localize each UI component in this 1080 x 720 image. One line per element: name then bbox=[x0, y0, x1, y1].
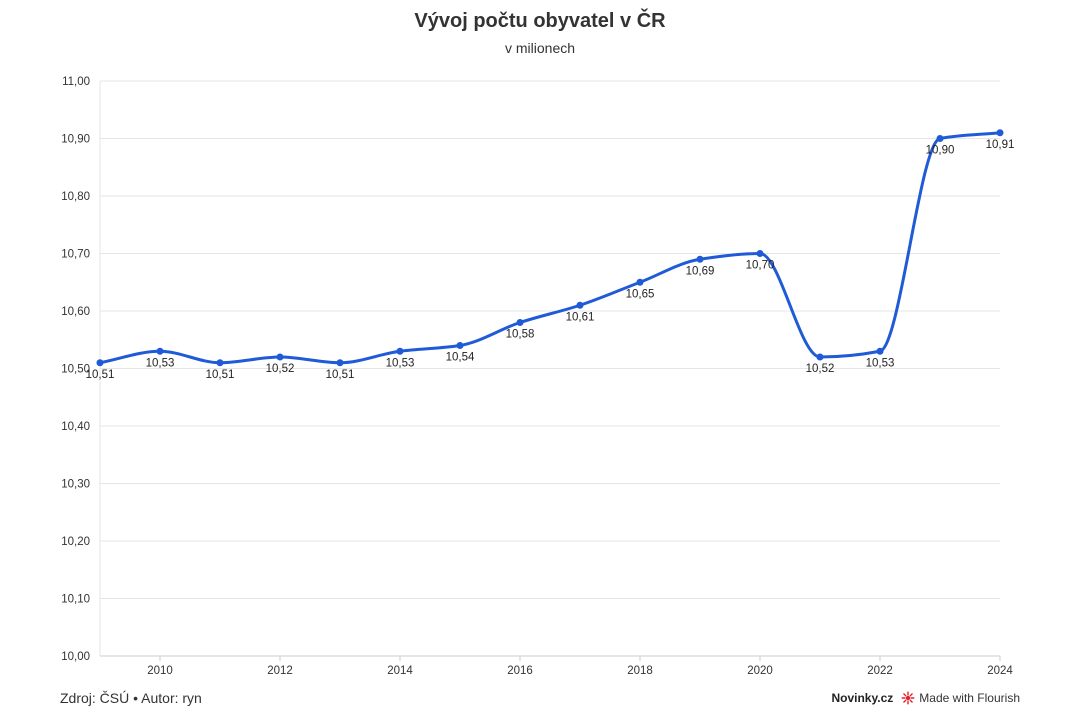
chart-title: Vývoj počtu obyvatel v ČR bbox=[414, 10, 666, 32]
x-tick-label: 2016 bbox=[507, 665, 533, 677]
data-label: 10,53 bbox=[386, 357, 415, 369]
source-credit: Zdroj: ČSÚ • Autor: ryn bbox=[60, 690, 202, 706]
data-label: 10,52 bbox=[266, 363, 295, 375]
data-label: 10,52 bbox=[806, 363, 835, 375]
y-tick-label: 10,10 bbox=[61, 594, 90, 606]
data-point[interactable] bbox=[516, 319, 524, 326]
series-line bbox=[99, 131, 1001, 365]
data-label: 10,53 bbox=[146, 357, 175, 369]
made-with-flourish-link[interactable]: Made with Flourish bbox=[919, 691, 1020, 705]
data-point[interactable] bbox=[876, 347, 884, 355]
data-point[interactable] bbox=[696, 255, 704, 263]
y-tick-label: 10,40 bbox=[61, 421, 90, 433]
series-line-path bbox=[99, 131, 1001, 365]
data-label: 10,65 bbox=[626, 288, 655, 300]
y-tick-label: 10,20 bbox=[61, 536, 90, 548]
data-point[interactable] bbox=[156, 347, 164, 355]
y-tick-label: 10,80 bbox=[61, 191, 90, 203]
publisher-name[interactable]: Novinky.cz bbox=[831, 691, 894, 705]
data-point[interactable] bbox=[456, 342, 464, 349]
data-point[interactable] bbox=[576, 301, 584, 309]
data-label: 10,51 bbox=[326, 369, 355, 381]
data-point[interactable] bbox=[996, 129, 1004, 137]
y-tick-label: 10,00 bbox=[61, 651, 90, 663]
y-tick-label: 10,50 bbox=[61, 364, 90, 376]
data-label: 10,53 bbox=[866, 357, 895, 369]
data-labels: 10,51 10,53 10,51 10,52 10,51 10,53 10,54 10,58… bbox=[86, 139, 1015, 381]
y-tick-label: 10,30 bbox=[61, 479, 90, 491]
data-point[interactable] bbox=[636, 278, 644, 286]
data-point[interactable] bbox=[276, 353, 284, 361]
data-label: 10,58 bbox=[506, 329, 535, 341]
y-tick-label: 10,90 bbox=[61, 134, 90, 146]
grid-lines bbox=[100, 80, 1000, 657]
x-tick-label: 2014 bbox=[387, 665, 413, 677]
data-point[interactable] bbox=[216, 359, 224, 367]
flourish-logo-icon bbox=[901, 691, 915, 705]
data-point[interactable] bbox=[816, 353, 824, 361]
data-point[interactable] bbox=[936, 135, 944, 142]
data-label: 10,70 bbox=[746, 260, 775, 272]
data-point[interactable] bbox=[96, 359, 104, 367]
x-tick-label: 2010 bbox=[147, 665, 173, 677]
data-point[interactable] bbox=[396, 347, 404, 355]
x-tick-label: 2022 bbox=[867, 665, 893, 677]
axes: 10,00 10,10 10,20 10,30 10,40 10,50 10,60 10,70… bbox=[61, 76, 1013, 677]
data-label: 10,91 bbox=[986, 139, 1015, 151]
x-tick-label: 2024 bbox=[987, 665, 1013, 677]
data-label: 10,61 bbox=[566, 311, 595, 323]
data-point[interactable] bbox=[336, 359, 344, 367]
data-point[interactable] bbox=[756, 250, 764, 257]
x-tick-label: 2020 bbox=[747, 665, 773, 677]
data-label: 10,51 bbox=[206, 369, 235, 381]
chart-subtitle: v milionech bbox=[504, 40, 576, 56]
footer-brand[interactable]: Novinky.cz Made with Flourish bbox=[831, 691, 1020, 705]
y-tick-label: 11,00 bbox=[62, 76, 90, 88]
y-tick-label: 10,70 bbox=[61, 249, 90, 261]
data-label: 10,54 bbox=[446, 352, 475, 364]
data-label: 10,90 bbox=[926, 145, 955, 157]
x-tick-label: 2018 bbox=[627, 665, 653, 677]
y-tick-label: 10,60 bbox=[61, 306, 90, 318]
data-label: 10,51 bbox=[86, 369, 115, 381]
x-tick-label: 2012 bbox=[267, 665, 293, 677]
data-label: 10,69 bbox=[686, 265, 715, 277]
data-points bbox=[96, 129, 1004, 367]
